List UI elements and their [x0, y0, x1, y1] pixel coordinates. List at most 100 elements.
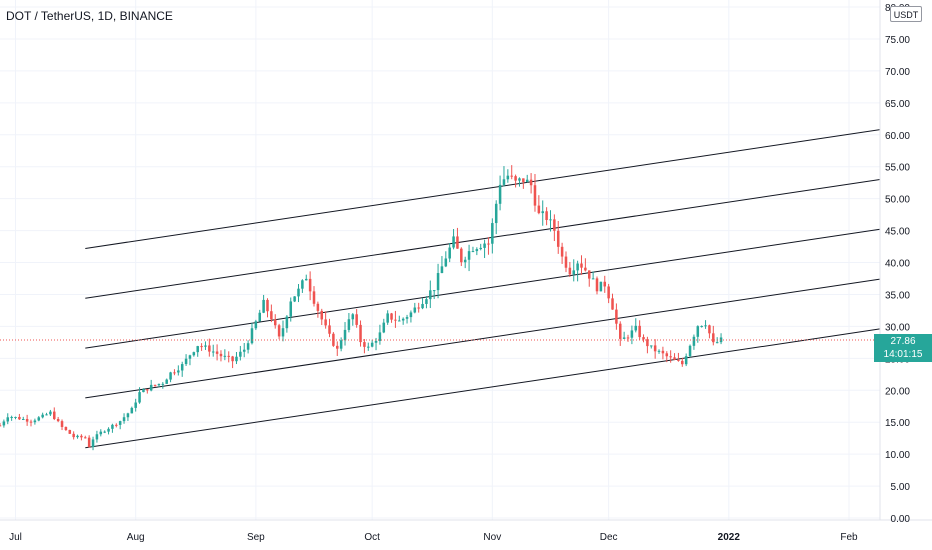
candle [622, 331, 626, 340]
candle [204, 341, 207, 350]
candle-body [677, 359, 680, 361]
candle-body [417, 307, 420, 309]
candle [250, 322, 254, 345]
candle-body [425, 299, 428, 304]
candle-body [719, 337, 723, 343]
candle [553, 214, 556, 242]
candle-body [611, 298, 614, 310]
candle-body [45, 414, 48, 416]
candle-body [440, 266, 444, 274]
candle-body [22, 418, 25, 420]
candle-body [215, 351, 219, 354]
candle [173, 369, 176, 376]
candle-body [324, 319, 327, 326]
candle-body [270, 311, 273, 320]
y-tick-label: 0.00 [891, 514, 911, 525]
candle [262, 294, 265, 314]
candle [494, 200, 498, 235]
candle-body [293, 296, 296, 302]
candle-body [556, 230, 560, 247]
candle-body [273, 319, 277, 326]
candle-body [138, 392, 141, 403]
candle [413, 302, 417, 314]
candle-body [60, 421, 64, 427]
candle-body [347, 319, 351, 330]
candle [312, 286, 316, 307]
candle-body [95, 434, 99, 440]
candle [653, 339, 657, 359]
candle [409, 310, 413, 323]
candle-body [436, 273, 440, 291]
candle-body [161, 383, 165, 385]
candle [196, 345, 199, 357]
candle-body [180, 364, 184, 371]
candle [452, 228, 455, 250]
candle-body [421, 303, 424, 309]
candle-body [467, 251, 471, 260]
candle-body [603, 281, 607, 287]
candle-body [149, 384, 153, 391]
candle-body [339, 340, 343, 349]
candle [401, 317, 405, 325]
candle-body [281, 328, 285, 337]
candle [324, 311, 327, 329]
candle-body [704, 325, 707, 327]
candle [386, 310, 389, 325]
candle-body [126, 413, 130, 418]
price-axis[interactable]: 0.005.0010.0015.0020.0025.0030.0035.0040… [885, 3, 910, 525]
candle [122, 413, 126, 424]
candle-body [235, 356, 238, 362]
candle-body [304, 278, 308, 281]
candle [394, 310, 397, 328]
candle-body [343, 329, 347, 341]
candle-body [452, 236, 455, 248]
candle-body [642, 337, 645, 340]
candle [161, 382, 165, 389]
x-tick-label: Dec [600, 532, 618, 543]
candle-body [541, 211, 544, 214]
candle-body [448, 247, 451, 259]
candle-body [130, 407, 134, 414]
candle [153, 384, 157, 387]
regression-channel-lines [85, 129, 881, 449]
candle-body [626, 337, 630, 339]
candle [219, 350, 223, 362]
candle-body [398, 320, 401, 322]
candle-body [479, 247, 482, 250]
candle [285, 315, 289, 333]
candle [99, 429, 103, 437]
candle-body [401, 318, 405, 321]
candle-body [254, 321, 258, 329]
candle-body [204, 345, 207, 347]
candle [518, 177, 521, 187]
candle [436, 263, 440, 299]
candle [432, 290, 436, 300]
candle-body [514, 176, 517, 181]
candle-body [665, 353, 669, 357]
candle-body [506, 175, 510, 180]
candle [254, 319, 258, 331]
candle [239, 345, 242, 361]
candle [646, 336, 649, 354]
candle-body [53, 411, 56, 419]
candle-body [49, 411, 52, 415]
candle [188, 354, 192, 366]
candle-body [0, 425, 2, 427]
candle [665, 351, 669, 363]
candle-body [142, 389, 145, 393]
candle-body [432, 290, 436, 292]
candle-body [177, 370, 180, 373]
channel-line [85, 178, 881, 299]
time-axis[interactable]: Jul Aug Sep Oct Nov Dec 2022 Feb [9, 532, 858, 543]
candle [200, 343, 203, 351]
candle [336, 341, 339, 356]
candle [398, 315, 401, 322]
candle-body [622, 337, 626, 339]
currency-selector[interactable]: USDT [890, 6, 922, 22]
candle [537, 195, 541, 215]
candle-body [277, 325, 281, 337]
candle [180, 361, 184, 377]
candle-body [712, 333, 715, 343]
candle [370, 339, 374, 348]
